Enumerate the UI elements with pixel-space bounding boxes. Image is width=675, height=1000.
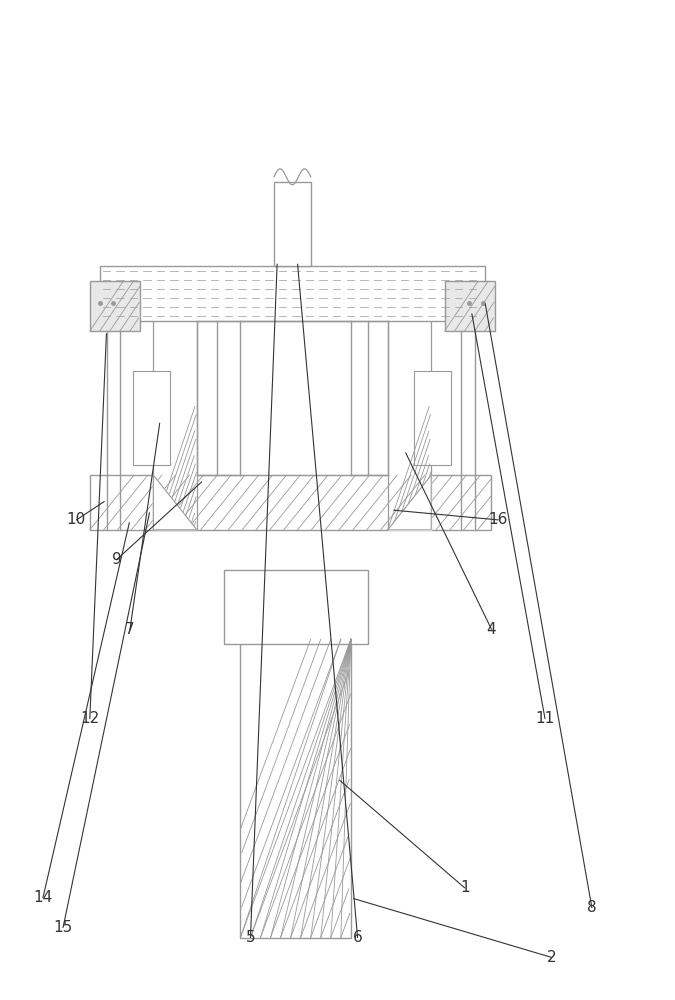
Bar <box>90 475 491 530</box>
Text: 9: 9 <box>111 552 121 567</box>
Polygon shape <box>387 475 431 530</box>
Text: 4: 4 <box>487 622 496 637</box>
Text: 5: 5 <box>246 930 255 945</box>
Bar <box>240 639 351 938</box>
Bar <box>134 371 170 465</box>
Text: 7: 7 <box>125 622 135 637</box>
Bar <box>90 281 140 331</box>
Bar <box>414 371 452 465</box>
Text: 1: 1 <box>460 880 470 895</box>
Text: 6: 6 <box>353 930 362 945</box>
Bar <box>153 291 197 530</box>
Text: 2: 2 <box>547 950 556 965</box>
Bar <box>387 291 431 530</box>
Bar <box>100 266 485 321</box>
Text: 10: 10 <box>67 512 86 527</box>
Bar <box>274 182 310 266</box>
Text: 15: 15 <box>53 920 73 935</box>
Text: 8: 8 <box>587 900 597 915</box>
Text: 16: 16 <box>489 512 508 527</box>
Text: 11: 11 <box>535 711 555 726</box>
Text: 12: 12 <box>80 711 99 726</box>
Text: 14: 14 <box>33 890 53 905</box>
Bar <box>445 281 495 331</box>
Bar <box>223 570 368 644</box>
Polygon shape <box>153 475 197 530</box>
